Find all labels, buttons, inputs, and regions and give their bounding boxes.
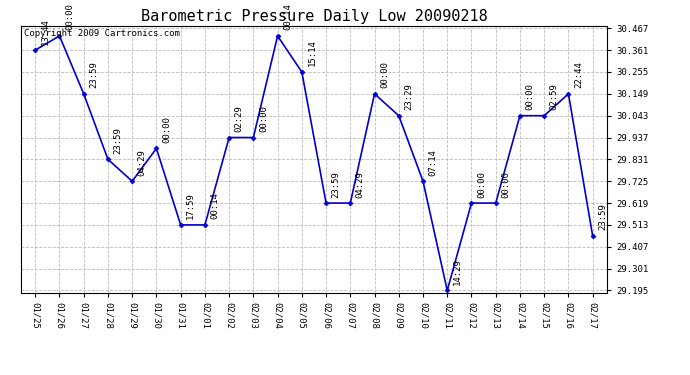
Text: 23:59: 23:59 xyxy=(89,62,98,88)
Text: 23:59: 23:59 xyxy=(598,203,607,230)
Text: 00:00: 00:00 xyxy=(162,116,171,143)
Text: 02:29: 02:29 xyxy=(235,105,244,132)
Text: 02:59: 02:59 xyxy=(550,83,559,110)
Text: 04:29: 04:29 xyxy=(356,171,365,198)
Text: 23:59: 23:59 xyxy=(113,127,123,154)
Text: 00:00: 00:00 xyxy=(501,171,511,198)
Text: 17:59: 17:59 xyxy=(186,192,195,219)
Text: 00:14: 00:14 xyxy=(210,192,219,219)
Text: 13:44: 13:44 xyxy=(41,18,50,45)
Text: 23:29: 23:29 xyxy=(404,83,413,110)
Title: Barometric Pressure Daily Low 20090218: Barometric Pressure Daily Low 20090218 xyxy=(141,9,487,24)
Text: 00:00: 00:00 xyxy=(65,3,74,30)
Text: 00:00: 00:00 xyxy=(526,83,535,110)
Text: 22:44: 22:44 xyxy=(574,62,583,88)
Text: 00:00: 00:00 xyxy=(477,171,486,198)
Text: 07:14: 07:14 xyxy=(428,149,437,176)
Text: 00:14: 00:14 xyxy=(283,3,292,30)
Text: 04:29: 04:29 xyxy=(138,149,147,176)
Text: Copyright 2009 Cartronics.com: Copyright 2009 Cartronics.com xyxy=(23,29,179,38)
Text: 15:14: 15:14 xyxy=(307,40,317,66)
Text: 00:00: 00:00 xyxy=(259,105,268,132)
Text: 00:00: 00:00 xyxy=(380,62,389,88)
Text: 14:29: 14:29 xyxy=(453,258,462,285)
Text: 23:59: 23:59 xyxy=(332,171,341,198)
